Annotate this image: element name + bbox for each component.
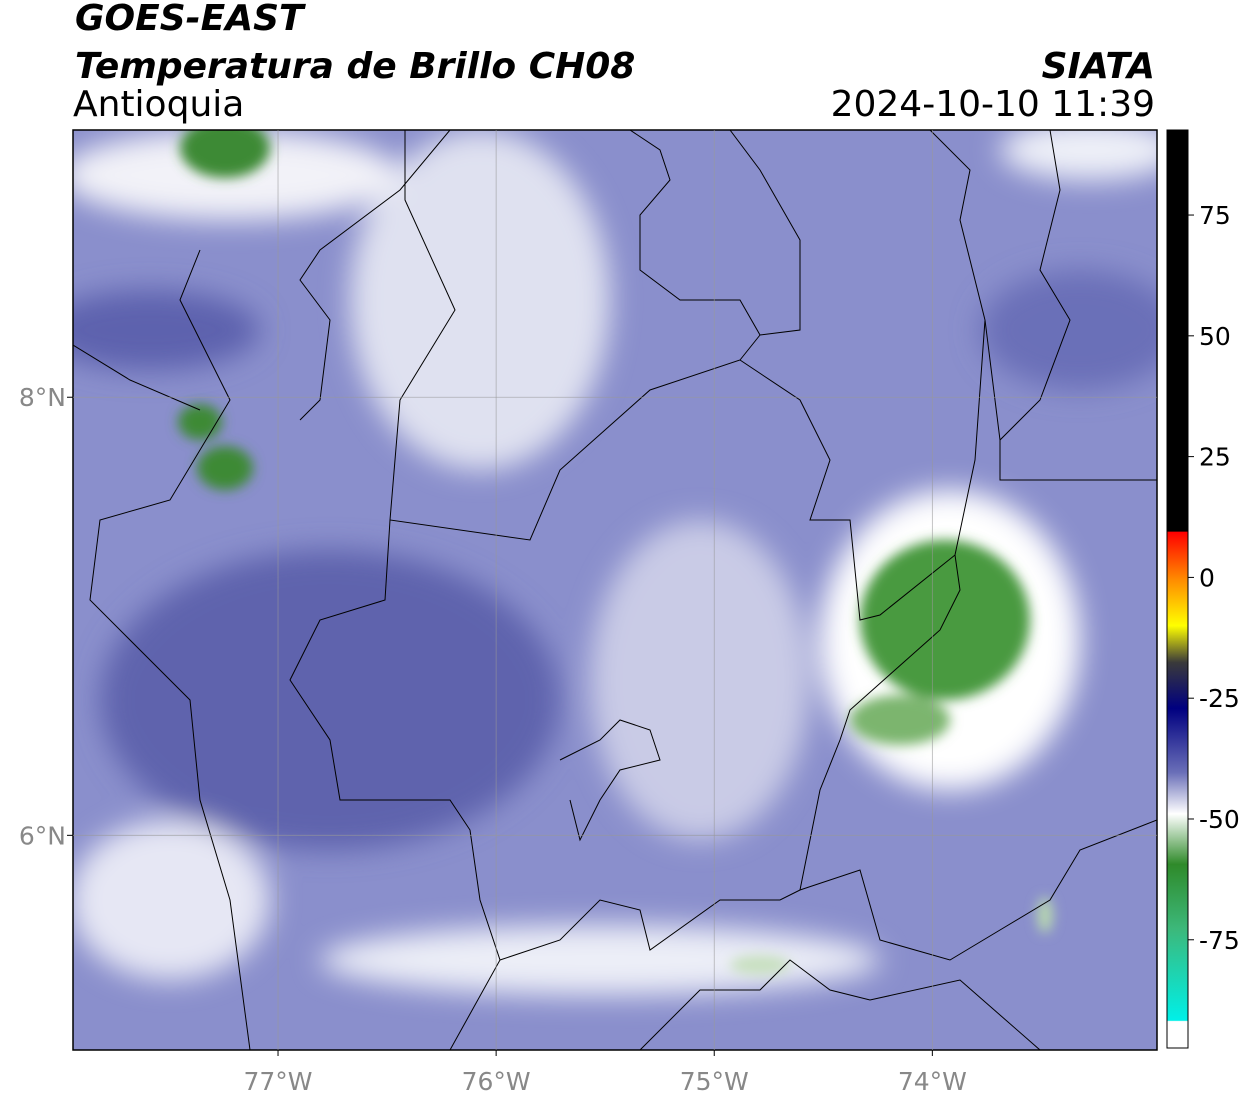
colorbar <box>1166 129 1189 1049</box>
colorbar-tick-label: 0 <box>1199 563 1215 592</box>
title: GOES-EAST <box>75 0 306 39</box>
x-tick-label: 75°W <box>680 1067 749 1096</box>
colorbar-tick-label: 75 <box>1199 201 1231 230</box>
x-tick-label: 77°W <box>244 1067 313 1096</box>
colorbar-tick-label: 25 <box>1199 443 1231 472</box>
colorbar-tick-label: -25 <box>1199 684 1240 713</box>
datetime: 2024-10-10 11:39 <box>831 84 1155 125</box>
source: SIATA <box>1042 46 1155 87</box>
y-tick-label: 8°N <box>19 383 66 412</box>
y-tick-label: 6°N <box>19 821 66 850</box>
x-tick-label: 76°W <box>462 1067 531 1096</box>
colorbar-tick-label: -50 <box>1199 805 1240 834</box>
subtitle: Temperatura de Brillo CH08 <box>75 46 635 87</box>
region: Antioquia <box>73 84 244 125</box>
colorbar-tick-label: 50 <box>1199 322 1231 351</box>
colorbar-tick-label: -75 <box>1199 926 1240 955</box>
map-frame <box>72 129 1158 1051</box>
map-image <box>73 130 1157 1050</box>
x-tick-label: 74°W <box>898 1067 967 1096</box>
